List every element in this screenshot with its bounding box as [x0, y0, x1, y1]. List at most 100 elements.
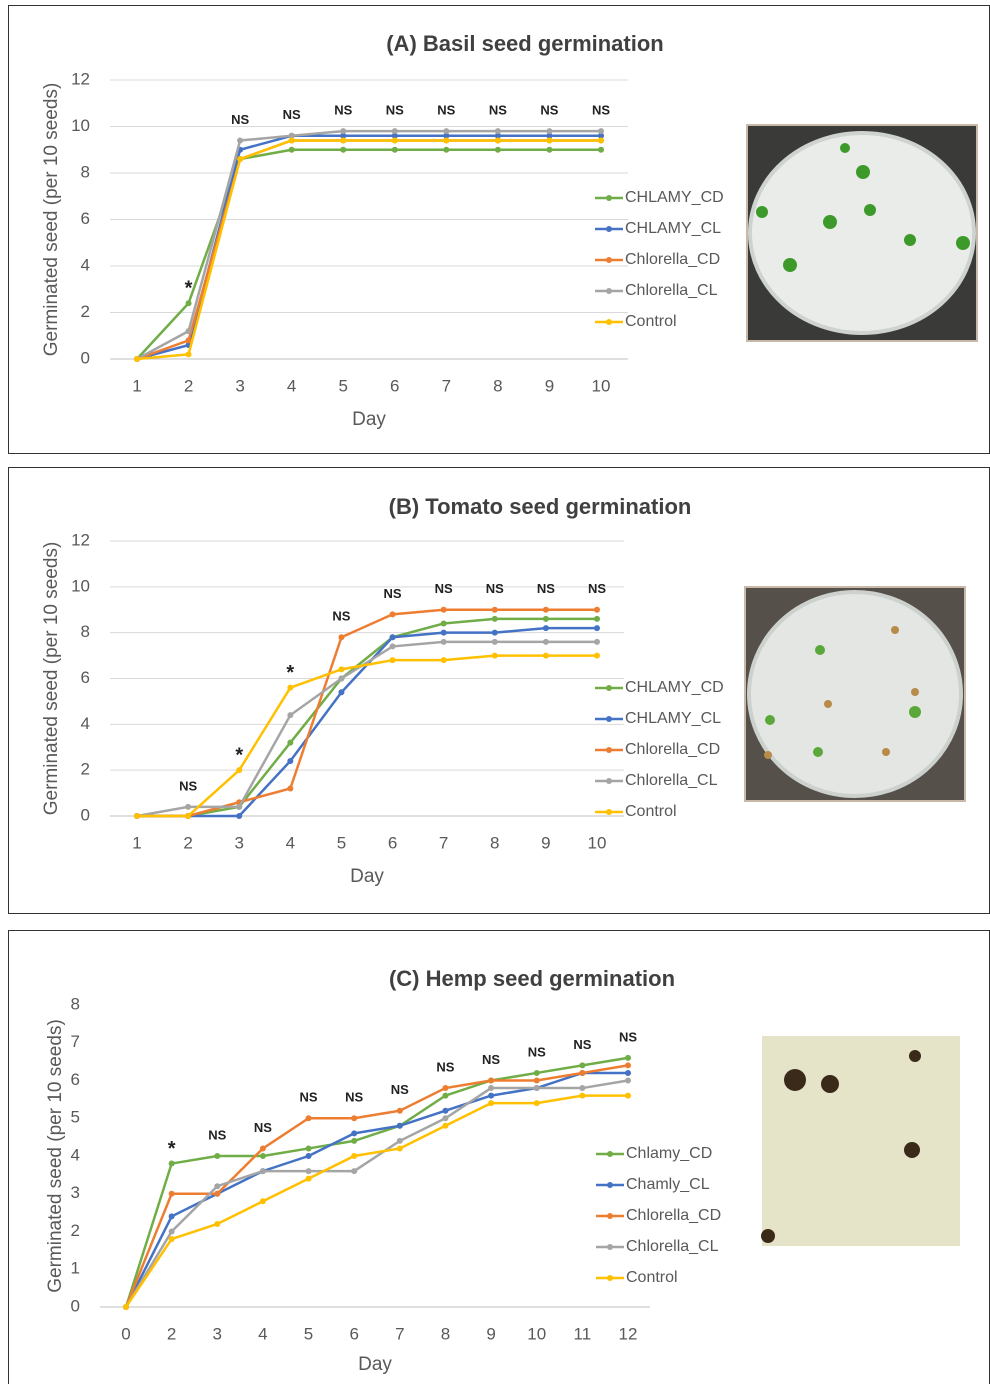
- data-point: [625, 1062, 631, 1068]
- legend-swatch: [606, 319, 612, 325]
- data-point: [594, 639, 600, 645]
- chart-title: (A) Basil seed germination: [386, 31, 664, 56]
- legend-swatch: [606, 685, 612, 691]
- data-point: [534, 1070, 540, 1076]
- data-point: [534, 1100, 540, 1106]
- data-point: [236, 813, 242, 819]
- significance-label: NS: [231, 112, 249, 127]
- legend-label: Chamly_CL: [626, 1176, 710, 1193]
- y-tick-label: 6: [81, 668, 90, 687]
- y-tick-label: 2: [81, 760, 90, 779]
- x-tick-label: 7: [395, 1324, 404, 1343]
- y-tick-label: 8: [81, 622, 90, 641]
- x-tick-label: 8: [493, 376, 502, 395]
- y-tick-label: 12: [71, 530, 90, 549]
- significance-label: NS: [540, 103, 558, 118]
- legend-swatch: [607, 1213, 613, 1219]
- data-point: [123, 1304, 129, 1310]
- data-point: [579, 1093, 585, 1099]
- data-point: [534, 1078, 540, 1084]
- y-tick-label: 4: [71, 1145, 80, 1164]
- data-point: [546, 147, 552, 153]
- y-axis-label: Germinated seed (per 10 seeds): [41, 83, 62, 357]
- data-point: [237, 156, 243, 162]
- data-point: [543, 607, 549, 613]
- figure: (A) Basil seed germination Germinated see…: [0, 0, 990, 1384]
- x-tick-label: 7: [442, 376, 451, 395]
- data-point: [287, 740, 293, 746]
- data-point: [488, 1078, 494, 1084]
- legend-swatch: [607, 1244, 613, 1250]
- data-point: [441, 621, 447, 627]
- data-point: [351, 1138, 357, 1144]
- legend-label: Chlorella_CD: [626, 1207, 721, 1224]
- legend-swatch: [606, 778, 612, 784]
- x-tick-label: 8: [490, 833, 499, 852]
- significance-label: NS: [486, 581, 504, 596]
- data-point: [546, 137, 552, 143]
- data-point: [260, 1153, 266, 1159]
- data-point: [287, 786, 293, 792]
- data-point: [306, 1176, 312, 1182]
- x-tick-label: 8: [441, 1324, 450, 1343]
- legend-swatch: [606, 257, 612, 263]
- data-point: [441, 639, 447, 645]
- significance-label: NS: [537, 581, 555, 596]
- legend-label: Chlorella_CD: [625, 741, 720, 758]
- y-tick-label: 0: [81, 348, 90, 367]
- data-point: [392, 128, 398, 134]
- data-point: [186, 351, 192, 357]
- data-point: [543, 639, 549, 645]
- legend-label: Control: [625, 313, 677, 330]
- data-point: [443, 128, 449, 134]
- significance-label: NS: [334, 103, 352, 118]
- x-tick-label: 12: [619, 1324, 638, 1343]
- data-point: [488, 1085, 494, 1091]
- data-point: [598, 147, 604, 153]
- data-point: [397, 1108, 403, 1114]
- significance-label: *: [185, 277, 193, 299]
- photo: [761, 1036, 960, 1246]
- data-point: [625, 1055, 631, 1061]
- significance-label: NS: [254, 1120, 272, 1135]
- photo: [747, 125, 977, 341]
- data-point: [351, 1153, 357, 1159]
- x-tick-label: 5: [304, 1324, 313, 1343]
- data-point: [598, 137, 604, 143]
- data-point: [442, 1093, 448, 1099]
- x-tick-label: 2: [183, 833, 192, 852]
- data-point: [534, 1085, 540, 1091]
- x-tick-label: 4: [258, 1324, 267, 1343]
- y-tick-label: 10: [71, 116, 90, 135]
- data-point: [351, 1115, 357, 1121]
- significance-label: NS: [179, 778, 197, 793]
- data-point: [397, 1138, 403, 1144]
- legend-swatch: [606, 809, 612, 815]
- data-point: [492, 607, 498, 613]
- legend-label: CHLAMY_CD: [625, 679, 724, 696]
- y-tick-label: 2: [71, 1221, 80, 1240]
- legend-label: CHLAMY_CL: [625, 220, 721, 237]
- data-point: [397, 1123, 403, 1129]
- data-point: [488, 1093, 494, 1099]
- data-point: [579, 1085, 585, 1091]
- x-tick-label: 5: [338, 376, 347, 395]
- data-point: [594, 625, 600, 631]
- data-point: [287, 685, 293, 691]
- significance-label: *: [235, 744, 243, 766]
- data-point: [289, 147, 295, 153]
- data-point: [340, 128, 346, 134]
- chart-title: (C) Hemp seed germination: [389, 966, 675, 991]
- data-point: [594, 616, 600, 622]
- x-tick-label: 10: [527, 1324, 546, 1343]
- data-point: [340, 147, 346, 153]
- x-tick-label: 3: [234, 833, 243, 852]
- significance-label: NS: [482, 1052, 500, 1067]
- y-tick-label: 8: [81, 162, 90, 181]
- y-tick-label: 10: [71, 576, 90, 595]
- legend-swatch: [607, 1151, 613, 1157]
- data-point: [392, 137, 398, 143]
- y-tick-label: 2: [81, 302, 90, 321]
- significance-label: *: [168, 1138, 176, 1160]
- data-point: [340, 137, 346, 143]
